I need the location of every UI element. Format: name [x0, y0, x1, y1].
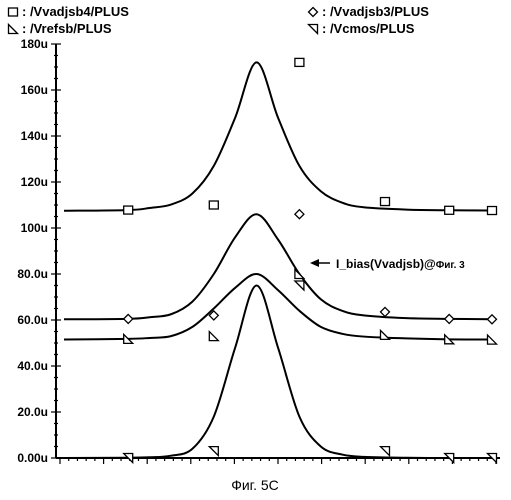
axes — [56, 44, 500, 458]
marker-vcmos-plus — [209, 447, 218, 456]
y-tick-label: 80.0u — [17, 267, 48, 281]
legend-marker-triangle-down-icon — [309, 25, 318, 34]
series-line-vrefsb-plus — [64, 274, 492, 340]
y-tick-label: 160u — [21, 83, 48, 97]
legend-item: : /Vvadjsb3/PLUS — [309, 4, 430, 19]
marker-vcmos-plus — [381, 447, 390, 456]
y-tick-label: 40.0u — [17, 359, 48, 373]
marker-vrefsb-plus — [295, 270, 304, 279]
y-tick-label: 180u — [21, 37, 48, 51]
marker-vvadjsb3-plus — [381, 307, 390, 316]
marker-vrefsb-plus — [488, 335, 497, 344]
annotation-arrowhead — [310, 259, 319, 267]
y-tick-label: 120u — [21, 175, 48, 189]
y-tick-label: 140u — [21, 129, 48, 143]
y-tick-label: 0.00u — [17, 451, 48, 465]
marker-vcmos-plus — [295, 281, 304, 290]
legend-label: : /Vvadjsb3/PLUS — [322, 4, 429, 19]
marker-vvadjsb4-plus — [209, 201, 218, 209]
marker-vrefsb-plus — [209, 332, 218, 341]
marker-vvadjsb4-plus — [124, 206, 133, 214]
legend-item: : /Vrefsb/PLUS — [9, 21, 112, 36]
legend-label: : /Vrefsb/PLUS — [22, 21, 112, 36]
marker-vvadjsb3-plus — [445, 314, 454, 323]
marker-vvadjsb3-plus — [124, 314, 133, 323]
marker-vvadjsb4-plus — [445, 206, 454, 214]
marker-vvadjsb4-plus — [295, 58, 304, 66]
legend: : /Vvadjsb4/PLUS : /Vvadjsb3/PLUS : /Vrefs… — [9, 4, 430, 36]
legend-item: : /Vcmos/PLUS — [309, 21, 415, 36]
annotation-ref: Фиг. 3 — [436, 260, 465, 271]
series-line-vcmos-plus — [64, 286, 492, 459]
legend-marker-diamond-icon — [309, 8, 318, 17]
y-tick-label: 20.0u — [17, 405, 48, 419]
y-tick-label: 60.0u — [17, 313, 48, 327]
legend-marker-triangle-left-icon — [9, 25, 18, 34]
ticks: 0.00u 20.0u 40.0u 60.0u 80.0u 100u 120u 140u 160… — [17, 37, 496, 465]
legend-item: : /Vvadjsb4/PLUS — [9, 4, 130, 19]
marker-vvadjsb3-plus — [488, 315, 497, 324]
legend-marker-square-icon — [9, 8, 18, 16]
marker-vvadjsb3-plus — [295, 210, 304, 219]
legend-label: : /Vvadjsb4/PLUS — [22, 4, 129, 19]
annotation-text: I_bias(Vvadjsb)@Фиг. 3 — [336, 257, 465, 271]
y-tick-label: 100u — [21, 221, 48, 235]
annotation: I_bias(Vvadjsb)@Фиг. 3 — [310, 257, 465, 271]
series-line-vvadjsb4-plus — [64, 62, 492, 210]
legend-label: : /Vcmos/PLUS — [322, 21, 415, 36]
marker-vvadjsb4-plus — [381, 198, 390, 206]
marker-vrefsb-plus — [381, 330, 390, 339]
annotation-label: I_bias(Vvadjsb)@ — [336, 257, 436, 271]
marker-vvadjsb4-plus — [488, 207, 497, 215]
figure-caption: Фиг. 5C — [231, 477, 279, 493]
